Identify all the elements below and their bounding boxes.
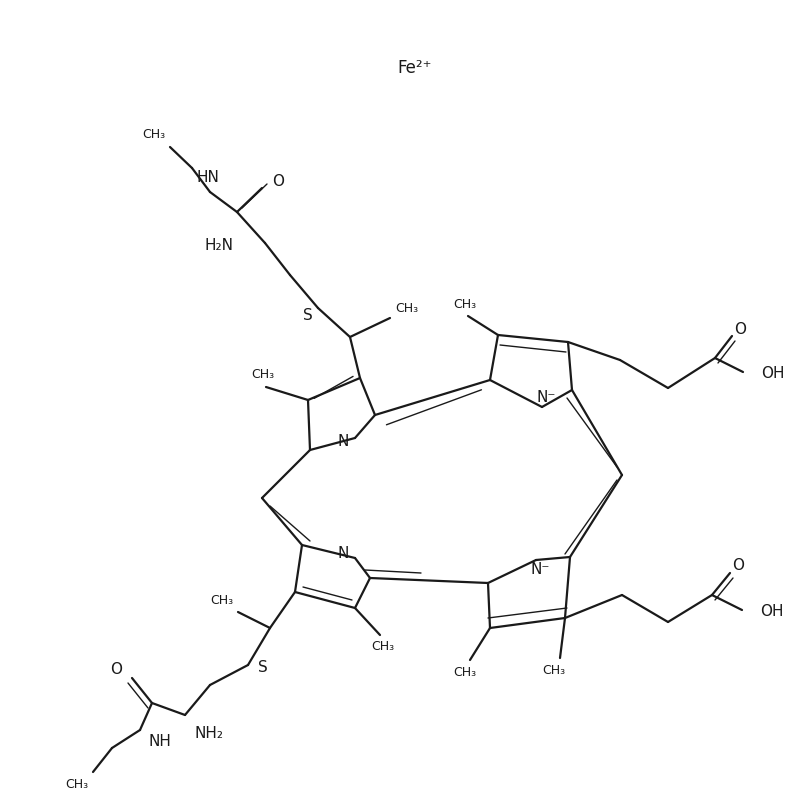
Text: N: N (338, 546, 349, 562)
Text: S: S (303, 309, 313, 323)
Text: CH₃: CH₃ (454, 298, 477, 310)
Text: CH₃: CH₃ (542, 665, 565, 678)
Text: O: O (272, 174, 284, 189)
Text: CH₃: CH₃ (454, 666, 477, 679)
Text: OH: OH (760, 605, 783, 619)
Text: N: N (338, 434, 349, 450)
Text: O: O (734, 322, 746, 337)
Text: NH₂: NH₂ (195, 726, 224, 741)
Text: S: S (258, 661, 268, 675)
Text: Fe²⁺: Fe²⁺ (398, 59, 432, 77)
Text: NH: NH (148, 734, 171, 750)
Text: OH: OH (761, 366, 785, 382)
Text: O: O (110, 662, 122, 678)
Text: CH₃: CH₃ (251, 369, 274, 382)
Text: CH₃: CH₃ (142, 127, 165, 141)
Text: N⁻: N⁻ (530, 562, 550, 578)
Text: CH₃: CH₃ (395, 302, 418, 314)
Text: H₂N: H₂N (204, 238, 233, 254)
Text: HN: HN (197, 170, 219, 186)
Text: CH₃: CH₃ (210, 594, 233, 606)
Text: CH₃: CH₃ (65, 778, 88, 791)
Text: N⁻: N⁻ (536, 390, 556, 405)
Text: O: O (732, 558, 744, 574)
Text: CH₃: CH₃ (371, 641, 394, 654)
